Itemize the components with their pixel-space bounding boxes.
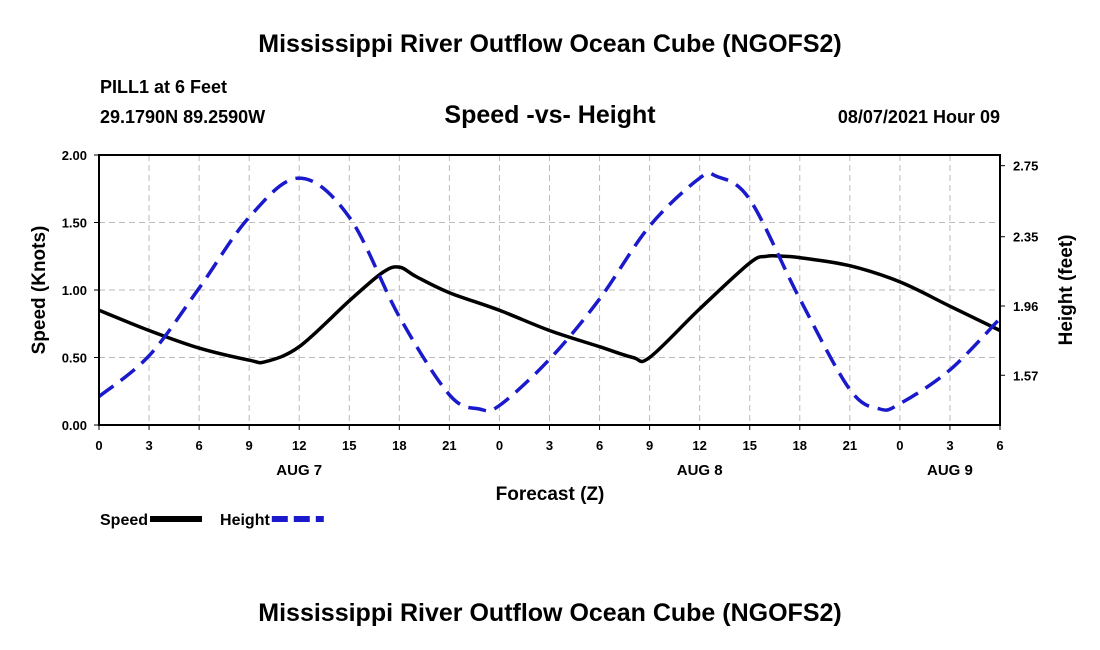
series-lines <box>97 171 1002 413</box>
x-tick-label: 9 <box>646 438 653 453</box>
legend-label-speed: Speed <box>100 512 148 529</box>
x-tick-label: 18 <box>392 438 406 453</box>
y-axis-label: Speed (Knots) <box>29 226 50 355</box>
x-tick-label: 15 <box>742 438 756 453</box>
forecast-datetime: 08/07/2021 Hour 09 <box>837 107 1000 127</box>
y2-axis-label: Height (feet) <box>1056 235 1077 346</box>
x-tick-label: 9 <box>246 438 253 453</box>
y2-tick-label: 1.57 <box>1013 368 1038 383</box>
date-label: AUG 9 <box>927 462 973 479</box>
chart-title: Mississippi River Outflow Ocean Cube (NG… <box>258 30 842 58</box>
x-tick-label: 21 <box>843 438 857 453</box>
y-tick-label: 0.00 <box>62 418 87 433</box>
station-label: PILL1 at 6 Feet <box>100 77 228 97</box>
legend-label-height: Height <box>220 512 270 529</box>
x-tick-label: 6 <box>596 438 603 453</box>
x-tick-label: 3 <box>145 438 152 453</box>
y-tick-label: 0.50 <box>62 351 87 366</box>
y-tick-label: 1.00 <box>62 283 87 298</box>
x-tick-label: 3 <box>546 438 553 453</box>
date-label: AUG 7 <box>276 462 322 479</box>
x-tick-label: 0 <box>95 438 102 453</box>
x-tick-label: 12 <box>292 438 306 453</box>
chart-subtitle: Speed -vs- Height <box>444 101 656 129</box>
y-tick-label: 1.50 <box>62 216 87 231</box>
station-coordinates: 29.1790N 89.2590W <box>100 107 266 127</box>
y2-tick-label: 1.96 <box>1013 299 1038 314</box>
x-tick-label: 3 <box>946 438 953 453</box>
x-tick-label: 12 <box>692 438 706 453</box>
x-tick-label: 21 <box>442 438 456 453</box>
series-line-height <box>97 171 1002 413</box>
y-tick-label: 2.00 <box>62 148 87 163</box>
x-tick-label: 6 <box>996 438 1003 453</box>
y2-tick-label: 2.75 <box>1013 159 1038 174</box>
x-tick-label: 0 <box>896 438 903 453</box>
grid-lines <box>99 155 1000 425</box>
x-tick-label: 15 <box>342 438 356 453</box>
legend: Speed Height <box>100 512 324 529</box>
series-line-speed <box>98 253 1001 365</box>
footer-title: Mississippi River Outflow Ocean Cube (NG… <box>258 599 842 627</box>
x-axis-label: Forecast (Z) <box>496 484 605 505</box>
y2-tick-label: 2.35 <box>1013 230 1038 245</box>
axis-ticks: 0 3 6 9 12 15 18 21 0 3 6 9 12 15 18 21 0 3 6 0.00 0.50 1.00 1… <box>62 148 1039 479</box>
date-label: AUG 8 <box>677 462 723 479</box>
x-tick-label: 18 <box>793 438 807 453</box>
x-tick-label: 6 <box>195 438 202 453</box>
x-tick-label: 0 <box>496 438 503 453</box>
